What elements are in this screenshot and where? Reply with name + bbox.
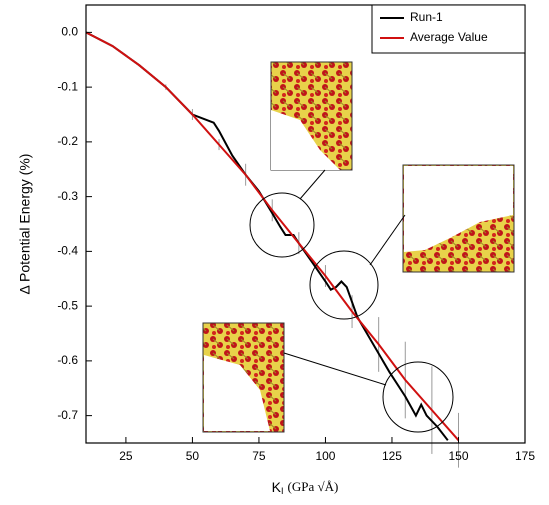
x-tick-label: 150 xyxy=(448,449,468,463)
x-axis-label-unit: (GPa √Å) xyxy=(288,479,339,494)
inset-void xyxy=(204,355,270,431)
y-tick-label: -0.2 xyxy=(57,134,78,148)
x-tick-label: 50 xyxy=(186,449,200,463)
y-tick-label: -0.7 xyxy=(57,408,78,422)
y-tick-label: -0.3 xyxy=(57,189,78,203)
x-tick-label: 125 xyxy=(382,449,402,463)
callout-circle xyxy=(249,192,315,258)
y-tick-label: -0.4 xyxy=(57,244,78,258)
x-axis-label-sub: I xyxy=(281,486,284,496)
x-axis-label: KI (GPa √Å) xyxy=(272,479,339,497)
legend-box xyxy=(371,4,526,54)
legend-label: Average Value xyxy=(410,30,488,44)
series-line xyxy=(85,31,460,441)
callouts xyxy=(249,169,454,433)
legend-label: Run-1 xyxy=(410,10,443,24)
inset-void xyxy=(404,166,513,252)
x-tick-label: 75 xyxy=(252,449,266,463)
y-axis-label: Δ Potential Energy (%) xyxy=(17,154,33,295)
y-tick-label: -0.1 xyxy=(57,79,78,93)
x-axis-label-main: K xyxy=(272,479,282,495)
y-tick-label: 0.0 xyxy=(61,25,78,39)
axes-frame xyxy=(85,4,526,444)
x-tick-label: 175 xyxy=(515,449,535,463)
callout-circle xyxy=(309,250,379,320)
x-tick-label: 25 xyxy=(119,449,133,463)
callout-circle xyxy=(382,361,454,433)
inset-void xyxy=(271,110,340,170)
callout-line xyxy=(299,169,326,200)
y-tick-label: -0.6 xyxy=(57,353,78,367)
x-tick-label: 100 xyxy=(315,449,335,463)
callout-line xyxy=(283,352,387,386)
legend: Run-1 Average Value xyxy=(371,4,526,54)
y-tick-label: -0.5 xyxy=(57,298,78,312)
callout-line xyxy=(369,214,406,266)
plot-area xyxy=(85,31,460,468)
